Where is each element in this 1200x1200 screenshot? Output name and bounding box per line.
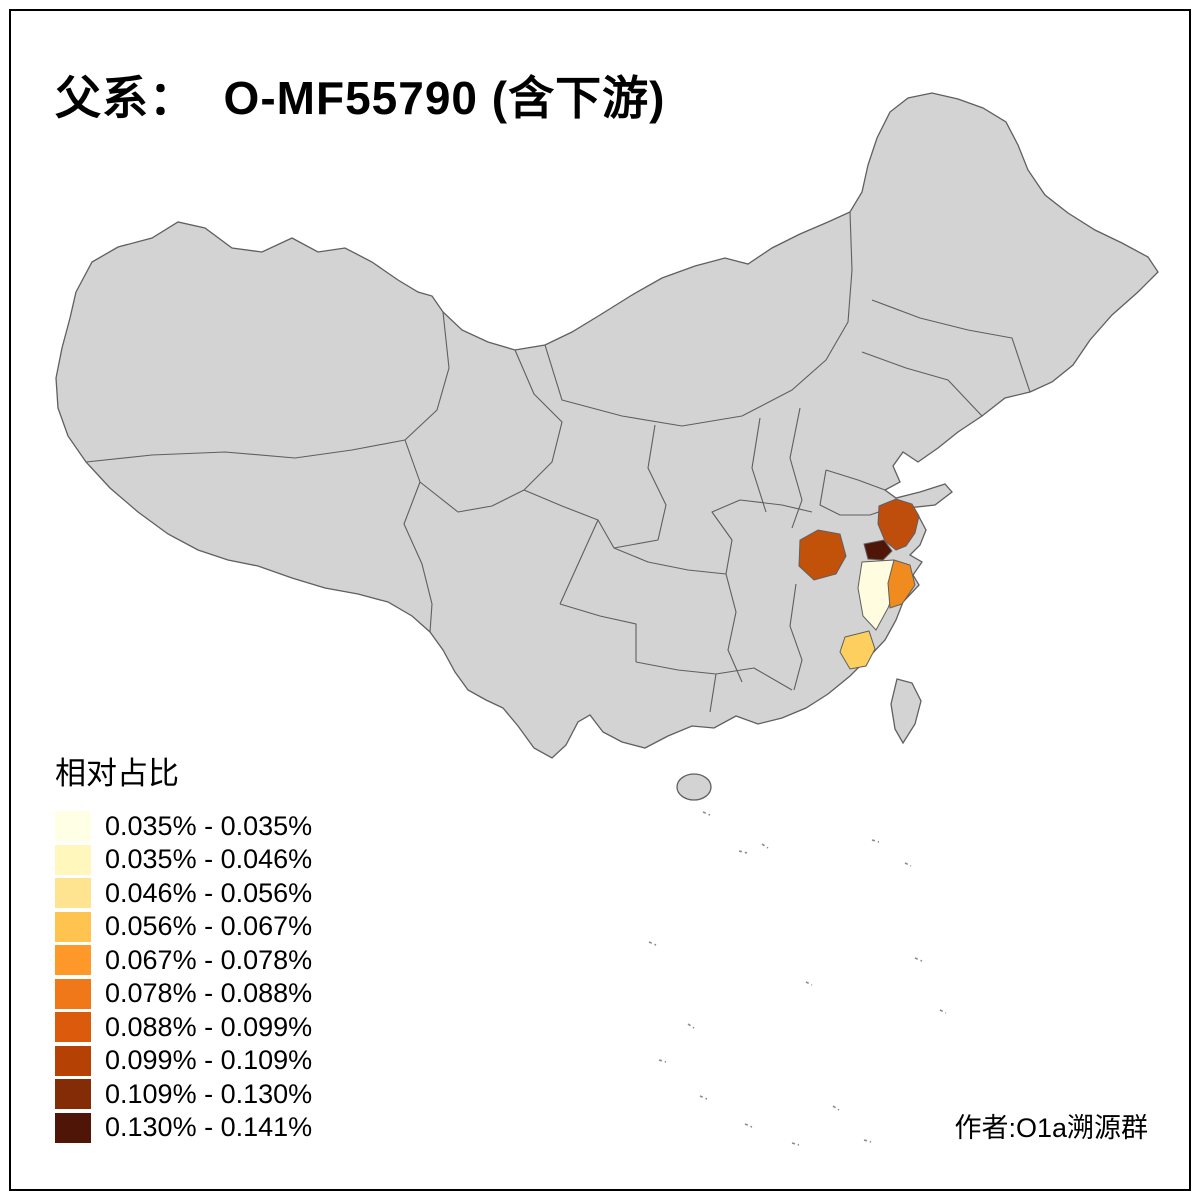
legend-item: 0.046% - 0.056% [55,878,312,908]
south-china-sea-islands [648,811,947,1146]
region-jiangsu [877,498,920,551]
legend-item: 0.088% - 0.099% [55,1012,312,1042]
author-credit: 作者:O1a溯源群 [954,1113,1148,1143]
region-anhui [798,529,847,581]
legend-swatch [55,945,91,975]
legend-swatch [55,1079,91,1109]
legend-label: 0.035% - 0.046% [105,844,313,874]
legend: 相对占比 0.035% - 0.035% 0.035% - 0.046% 0.0… [55,748,312,1146]
legend-label: 0.067% - 0.078% [105,944,313,975]
legend-label: 0.099% - 0.109% [105,1045,313,1075]
region-zhejiang-east [887,559,916,609]
hainan-island [676,773,712,801]
legend-swatch [55,978,91,1009]
legend-item: 0.130% - 0.141% [55,1112,313,1143]
legend-label: 0.056% - 0.067% [105,911,313,941]
legend-item: 0.035% - 0.046% [55,844,313,875]
page-title: 父系： O-MF55790 (含下游) [55,72,666,124]
legend-label: 0.035% - 0.035% [105,810,313,841]
legend-item: 0.078% - 0.088% [55,978,313,1009]
legend-title: 相对占比 [55,756,179,791]
legend-item: 0.056% - 0.067% [55,911,313,942]
legend-label: 0.088% - 0.099% [105,1011,313,1042]
legend-item: 0.067% - 0.078% [55,945,312,975]
taiwan-island [890,678,922,745]
legend-swatch [55,811,91,841]
legend-swatch [55,1012,91,1042]
legend-label: 0.109% - 0.130% [105,1078,313,1109]
legend-swatch [55,1112,91,1143]
highlighted-regions [798,498,920,670]
region-shanghai [863,539,893,561]
legend-swatch [55,878,91,908]
legend-item: 0.099% - 0.109% [55,1045,313,1076]
legend-label: 0.078% - 0.088% [105,978,313,1008]
province-borders [85,211,1031,713]
legend-item: 0.109% - 0.130% [55,1079,312,1109]
legend-swatch [55,911,91,942]
legend-label: 0.046% - 0.056% [105,877,313,908]
legend-label: 0.130% - 0.141% [105,1112,313,1142]
legend-swatch [55,844,91,875]
legend-item: 0.035% - 0.035% [55,811,312,841]
china-mainland [55,92,1159,759]
region-fujian [839,630,876,670]
legend-swatch [55,1045,91,1076]
